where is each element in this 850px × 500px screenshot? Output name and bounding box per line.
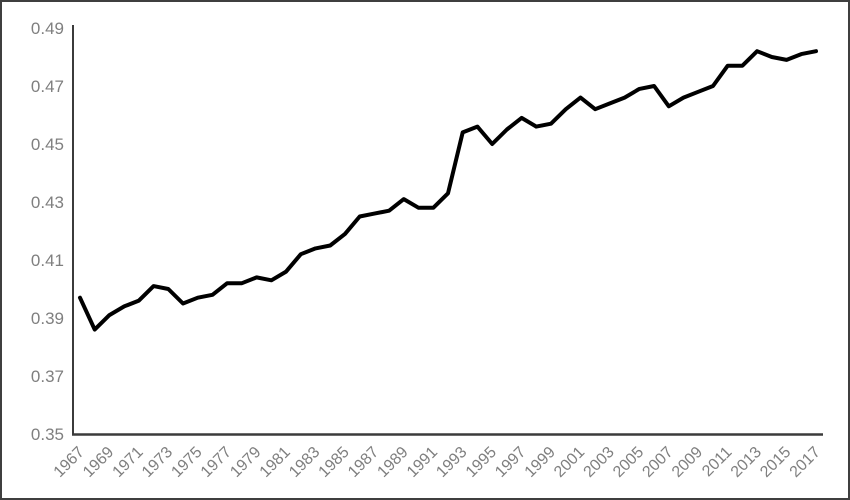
x-axis-tick-label: 2013 <box>728 444 765 481</box>
x-axis-tick-label: 1973 <box>139 444 176 481</box>
x-axis-tick-label: 1979 <box>227 444 264 481</box>
x-axis-tick-label: 1983 <box>286 444 323 481</box>
x-axis-tick-label: 1999 <box>522 444 559 481</box>
x-axis-tick-label: 1975 <box>168 444 205 481</box>
x-axis-tick-label: 1977 <box>198 444 235 481</box>
y-axis-tick-label: 0.45 <box>31 135 64 154</box>
y-axis-tick-label: 0.35 <box>31 425 64 444</box>
x-axis-tick-label: 1985 <box>316 444 353 481</box>
x-axis-tick-label: 1969 <box>80 444 117 481</box>
x-axis-tick-label: 2003 <box>581 444 618 481</box>
x-axis-tick-label: 2017 <box>787 444 824 481</box>
x-axis-tick-label: 1981 <box>257 444 294 481</box>
x-axis-tick-label: 2001 <box>551 444 588 481</box>
x-axis-tick-label: 1971 <box>110 444 147 481</box>
y-axis-tick-label: 0.49 <box>31 19 64 38</box>
x-axis-tick-label: 2009 <box>669 444 706 481</box>
x-axis-tick-label: 2007 <box>639 444 676 481</box>
x-axis-tick-label: 1991 <box>404 444 441 481</box>
x-axis-tick-label: 2015 <box>757 444 794 481</box>
x-axis-tick-label: 2011 <box>699 444 735 480</box>
y-axis-tick-label: 0.37 <box>31 367 64 386</box>
x-axis-tick-label: 1967 <box>51 444 88 481</box>
y-axis-tick-label: 0.43 <box>31 193 64 212</box>
x-axis-tick-label: 2005 <box>610 444 647 481</box>
x-axis-tick-label: 1987 <box>345 444 382 481</box>
x-axis-tick-label: 1993 <box>433 444 470 481</box>
x-axis-tick-label: 1997 <box>492 444 529 481</box>
y-axis-tick-label: 0.41 <box>31 251 64 270</box>
x-axis-tick-label: 1995 <box>463 444 500 481</box>
y-axis-tick-label: 0.47 <box>31 77 64 96</box>
x-axis-tick-label: 1989 <box>374 444 411 481</box>
y-axis-tick-label: 0.39 <box>31 309 64 328</box>
data-line <box>78 49 818 332</box>
